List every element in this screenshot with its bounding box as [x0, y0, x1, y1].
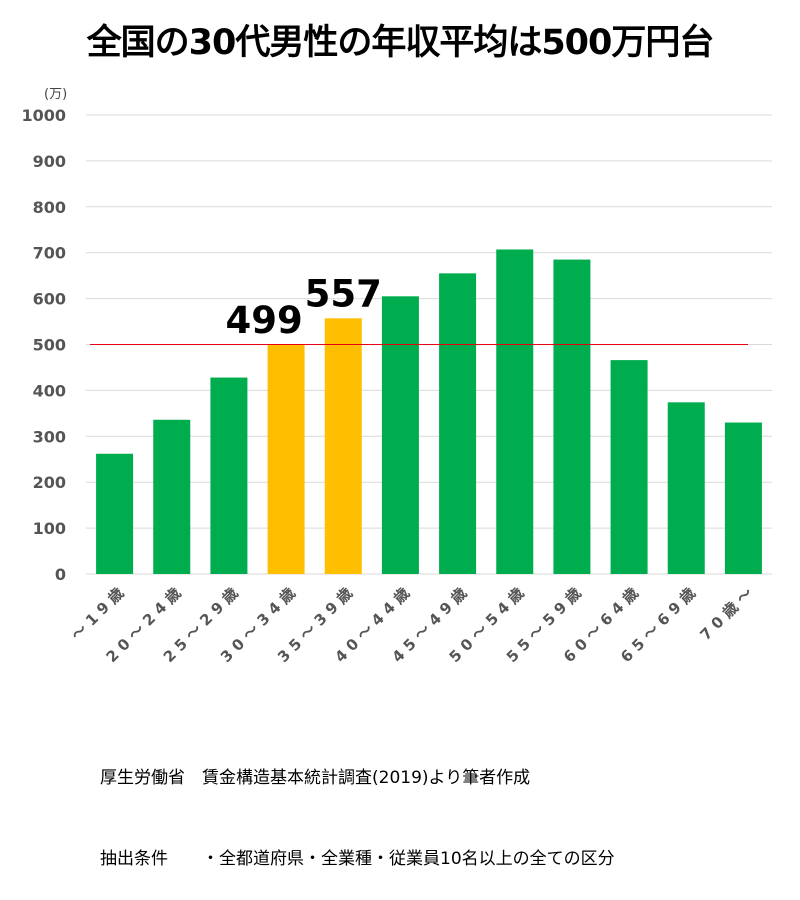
x-tick-label: 7 0 歳 ～ [696, 584, 756, 644]
bar-7 [439, 273, 477, 574]
bar-5 [324, 318, 362, 574]
bar-6 [381, 296, 419, 574]
x-axis-ticks: ～ 1 9 歳2 0 ～ 2 4 歳2 5 ～ 2 9 歳3 0 ～ 3 4 歳… [68, 584, 757, 666]
bar-12 [724, 422, 762, 574]
y-axis-ticks: 0 100 200 300 400 500 600 700 800 900 1000 [21, 106, 66, 584]
y-tick-label: 500 [33, 336, 66, 355]
source-line-1: 厚生労働省 賃金構造基本統計調査(2019)より筆者作成 [100, 768, 531, 788]
y-tick-label: 200 [33, 473, 66, 492]
y-tick-label: 700 [33, 244, 66, 263]
source-note: 厚生労働省 賃金構造基本統計調査(2019)より筆者作成 抽出条件 ・全都道府県… [100, 711, 615, 900]
y-tick-label: 1000 [21, 106, 66, 125]
bar-chart: 0 100 200 300 400 500 600 700 800 900 1000 ～ 1 9 歳… [21, 87, 772, 666]
bar-2 [153, 419, 191, 574]
data-label: 499 [225, 299, 302, 342]
y-tick-label: 300 [33, 427, 66, 446]
bar-9 [553, 259, 591, 574]
y-tick-label: 400 [33, 381, 66, 400]
x-tick-label: ～ 1 9 歳 [68, 584, 128, 644]
y-tick-label: 600 [33, 290, 66, 309]
bars [96, 249, 762, 574]
bar-3 [210, 377, 248, 574]
data-label: 557 [305, 272, 382, 315]
bar-10 [610, 360, 648, 574]
bar-4 [267, 344, 305, 574]
bar-1 [96, 453, 134, 574]
chart-title: 全国の30代男性の年収平均は500万円台 [86, 23, 715, 63]
gridlines [86, 114, 772, 575]
y-unit-label: (万) [44, 87, 67, 102]
bar-8 [496, 249, 534, 574]
y-tick-label: 800 [33, 198, 66, 217]
y-tick-label: 0 [55, 565, 66, 584]
y-tick-label: 900 [33, 152, 66, 171]
y-tick-label: 100 [33, 519, 66, 538]
bar-11 [667, 402, 705, 574]
source-line-2: 抽出条件 ・全都道府県・全業種・従業員10名以上の全ての区分 [100, 849, 615, 869]
